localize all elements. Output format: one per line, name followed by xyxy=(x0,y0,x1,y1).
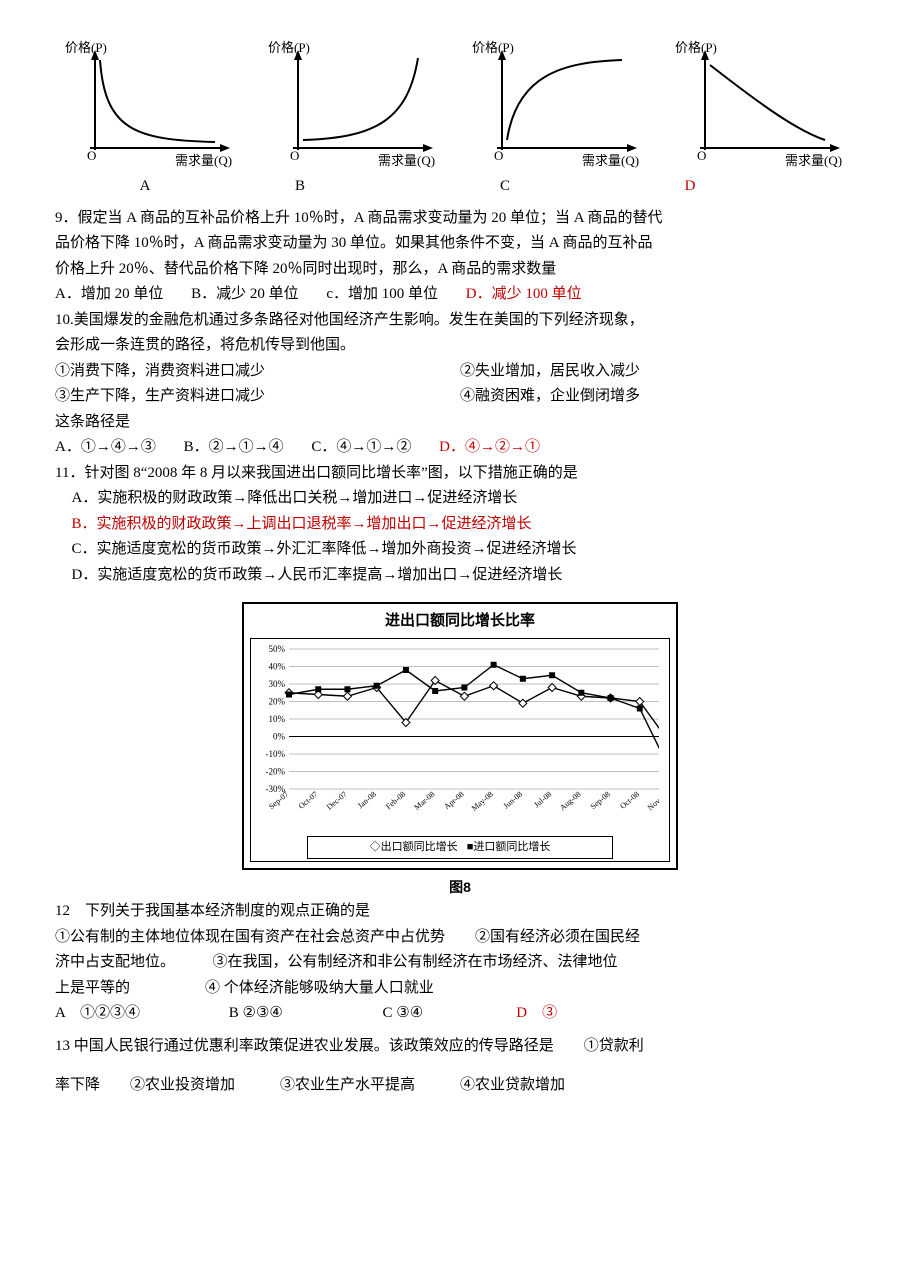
q9-options: A．增加 20 单位 B．减少 20 单位 c．增加 100 单位 D．减少 1… xyxy=(55,282,865,308)
svg-text:May-08: May-08 xyxy=(470,789,495,812)
svg-text:价格(P): 价格(P) xyxy=(675,40,717,55)
chart8-legend: ◇出口额同比增长 ■进口额同比增长 xyxy=(307,836,613,859)
q11-optA: A．实施积极的财政政策→降低出口关税→增加进口→促进经济增长 xyxy=(55,486,865,512)
q12-line2: 济中占支配地位。 ③在我国，公有制经济和非公有制经济在市场经济、法律地位 xyxy=(55,950,865,976)
q12-optC: C ③④ xyxy=(383,1001,513,1027)
svg-text:Jul-08: Jul-08 xyxy=(532,789,553,809)
q9-stem-2: 品价格下降 10％时，A 商品需求变动量为 30 单位。如果其他条件不变，当 A… xyxy=(55,231,865,257)
demand-curve-row: 价格(P) O 需求量(Q) 价格(P) O 需求量(Q) 价格(P) O 需求… xyxy=(55,40,865,170)
q13-line2: 率下降 ②农业投资增加 ③农业生产水平提高 ④农业贷款增加 xyxy=(55,1066,865,1105)
svg-text:O: O xyxy=(494,148,503,163)
curve-C: 价格(P) O 需求量(Q) xyxy=(462,40,662,170)
svg-text:Jun-08: Jun-08 xyxy=(502,789,524,810)
curve-A: 价格(P) O 需求量(Q) xyxy=(55,40,255,170)
q10-optC: C．④→①→② xyxy=(311,435,411,461)
q10-optD: D．④→②→① xyxy=(439,435,540,461)
svg-text:-20%: -20% xyxy=(266,766,286,776)
q11-optC: C．实施适度宽松的货币政策→外汇汇率降低→增加外商投资→促进经济增长 xyxy=(55,537,865,563)
q10-stem-1: 10.美国爆发的金融危机通过多条路径对他国经济产生影响。发生在美国的下列经济现象… xyxy=(55,308,865,334)
y-axis-label: 价格(P) xyxy=(65,40,107,55)
svg-text:Nov-08: Nov-08 xyxy=(646,789,659,812)
q10-s3: ③生产下降，生产资料进口减少 xyxy=(55,384,460,410)
x-axis-label: 需求量(Q) xyxy=(175,153,232,168)
letter-D: D xyxy=(605,174,775,200)
svg-text:20%: 20% xyxy=(269,696,286,706)
q12-optA: A ①②③④ xyxy=(55,1001,225,1027)
q12-line1: ①公有制的主体地位体现在国有资产在社会总资产中占优势 ②国有经济必须在国民经 xyxy=(55,925,865,951)
curve-D-svg: 价格(P) O 需求量(Q) xyxy=(675,40,855,170)
chart8-title: 进出口额同比增长比率 xyxy=(250,608,670,634)
chart8-svg: -30%-20%-10%0%10%20%30%40%50%Sep-07Oct-0… xyxy=(255,643,659,823)
q12-stem: 12 下列关于我国基本经济制度的观点正确的是 xyxy=(55,899,865,925)
svg-text:Apr-08: Apr-08 xyxy=(442,789,465,811)
q10-optB: B．②→①→④ xyxy=(184,435,284,461)
q13-line1: 13 中国人民银行通过优惠利率政策促进农业发展。该政策效应的传导路径是 ①贷款利 xyxy=(55,1027,865,1066)
q11-optD: D．实施适度宽松的货币政策→人民币汇率提高→增加出口→促进经济增长 xyxy=(55,563,865,589)
q10-stem-2: 会形成一条连贯的路径，将危机传导到他国。 xyxy=(55,333,865,359)
q9-stem-1: 9．假定当 A 商品的互补品价格上升 10％时，A 商品需求变动量为 20 单位… xyxy=(55,206,865,232)
q9-stem-3: 价格上升 20％、替代品价格下降 20％同时出现时，那么，A 商品的需求数量 xyxy=(55,257,865,283)
svg-text:Mar-08: Mar-08 xyxy=(412,789,436,811)
q10-options: A．①→④→③ B．②→①→④ C．④→①→② D．④→②→① xyxy=(55,435,865,461)
q11-optB: B．实施积极的财政政策→上调出口退税率→增加出口→促进经济增长 xyxy=(55,512,865,538)
q12-options: A ①②③④ B ②③④ C ③④ D ③ xyxy=(55,1001,865,1027)
svg-text:-10%: -10% xyxy=(266,749,286,759)
svg-text:Oct-07: Oct-07 xyxy=(297,789,320,810)
letter-B: B xyxy=(195,174,405,200)
svg-text:10%: 10% xyxy=(269,714,286,724)
q10-s4: ④融资困难，企业倒闭增多 xyxy=(460,384,865,410)
q9-optC: c．增加 100 单位 xyxy=(326,282,438,308)
svg-text:Feb-08: Feb-08 xyxy=(384,789,407,810)
curve-B-svg: 价格(P) O 需求量(Q) xyxy=(268,40,448,170)
q10-optA: A．①→④→③ xyxy=(55,435,156,461)
svg-text:Oct-08: Oct-08 xyxy=(618,789,641,810)
legend-series1: ◇出口额同比增长 xyxy=(370,841,458,853)
curve-D: 价格(P) O 需求量(Q) xyxy=(665,40,865,170)
curve-A-svg: 价格(P) O 需求量(Q) xyxy=(65,40,245,170)
q12-optB: B ②③④ xyxy=(229,1001,379,1027)
q10-statements-row2: ③生产下降，生产资料进口减少 ④融资困难，企业倒闭增多 xyxy=(55,384,865,410)
svg-text:Sep-08: Sep-08 xyxy=(589,789,612,810)
svg-text:0%: 0% xyxy=(273,731,286,741)
chart8-box: 进出口额同比增长比率 -30%-20%-10%0%10%20%30%40%50%… xyxy=(242,602,678,870)
svg-text:O: O xyxy=(290,148,299,163)
curve-C-svg: 价格(P) O 需求量(Q) xyxy=(472,40,652,170)
svg-text:30%: 30% xyxy=(269,679,286,689)
svg-text:Jan-08: Jan-08 xyxy=(356,789,378,810)
svg-text:需求量(Q): 需求量(Q) xyxy=(582,153,639,168)
chart8-caption: 图8 xyxy=(55,876,865,900)
svg-text:O: O xyxy=(697,148,706,163)
svg-text:需求量(Q): 需求量(Q) xyxy=(378,153,435,168)
curve-B: 价格(P) O 需求量(Q) xyxy=(258,40,458,170)
q10-ask: 这条路径是 xyxy=(55,410,865,436)
svg-text:价格(P): 价格(P) xyxy=(472,40,514,55)
q9-optB: B．减少 20 单位 xyxy=(191,282,299,308)
q12-optD: D ③ xyxy=(516,1001,596,1027)
svg-text:Aug-08: Aug-08 xyxy=(558,789,583,812)
letter-A: A xyxy=(95,174,195,200)
q10-s2: ②失业增加，居民收入减少 xyxy=(460,359,865,385)
q10-s1: ①消费下降，消费资料进口减少 xyxy=(55,359,460,385)
letter-C: C xyxy=(405,174,605,200)
svg-text:价格(P): 价格(P) xyxy=(268,40,310,55)
svg-text:40%: 40% xyxy=(269,661,286,671)
q9-optA: A．增加 20 单位 xyxy=(55,282,163,308)
svg-text:需求量(Q): 需求量(Q) xyxy=(785,153,842,168)
curve-letters: A B C D xyxy=(55,174,865,200)
chart8-inner: -30%-20%-10%0%10%20%30%40%50%Sep-07Oct-0… xyxy=(250,638,670,862)
q11-stem: 11．针对图 8“2008 年 8 月以来我国进出口额同比增长率”图，以下措施正… xyxy=(55,461,865,487)
q9-optD: D．减少 100 单位 xyxy=(466,282,582,308)
svg-text:50%: 50% xyxy=(269,644,286,654)
svg-text:Dec-07: Dec-07 xyxy=(325,789,349,811)
svg-text:O: O xyxy=(87,148,96,163)
legend-series2: ■进口额同比增长 xyxy=(467,841,551,853)
q10-statements-row1: ①消费下降，消费资料进口减少 ②失业增加，居民收入减少 xyxy=(55,359,865,385)
q12-line3: 上是平等的 ④ 个体经济能够吸纳大量人口就业 xyxy=(55,976,865,1002)
